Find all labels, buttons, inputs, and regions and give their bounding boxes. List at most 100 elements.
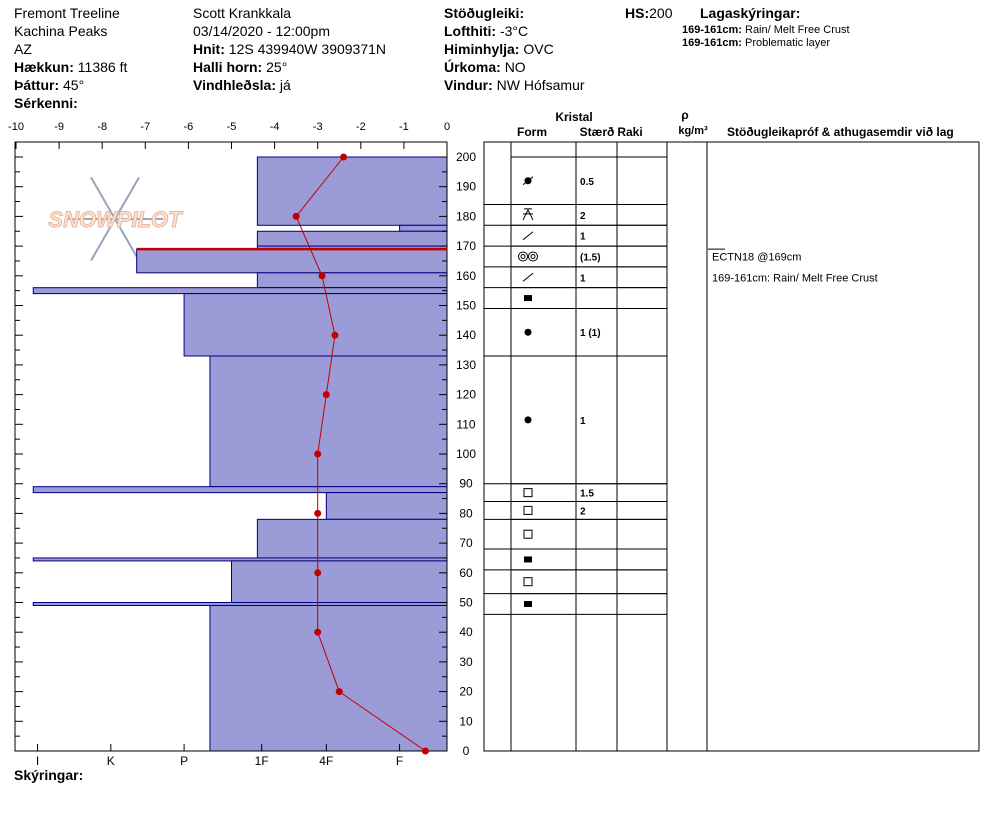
elevation-value: 11386 ft xyxy=(77,59,128,75)
temperature-point xyxy=(314,450,322,458)
layer-size: 1 xyxy=(580,416,586,427)
hardness-layer-bar xyxy=(209,355,448,488)
crystal-form-icon xyxy=(520,253,526,259)
depth-tick-label: 110 xyxy=(456,417,475,431)
snowflake-arm xyxy=(90,176,116,220)
hs-value: 200 xyxy=(649,5,673,21)
temperature-tick-label: -4 xyxy=(270,121,280,133)
wind-loading: Vindhleðsla: já xyxy=(193,77,291,93)
location-name: Fremont Treeline xyxy=(14,5,120,21)
layer-size: 1 xyxy=(580,273,586,284)
temperature-point xyxy=(331,331,339,339)
layer-notes-title: Lagaskýringar: xyxy=(700,5,801,21)
temperature-point xyxy=(421,747,429,755)
depth-tick-label: 120 xyxy=(456,388,476,402)
hardness-layer-bar xyxy=(256,230,448,247)
wind: Vindur: NW Hófsamur xyxy=(444,77,585,93)
snowflake-arm xyxy=(90,218,116,262)
snow-height: HS:200 xyxy=(625,5,672,21)
layer-size: 2 xyxy=(580,211,586,222)
depth-tick-label: 30 xyxy=(459,655,473,669)
layer-size: 1 (1) xyxy=(580,328,601,339)
hardness-axes: -10 -9 -8 -7 -6 -5 -4 -3 -2 -1 0I K P 1F 4F F0102030405… xyxy=(8,121,476,768)
crystal-form-icon xyxy=(522,176,534,186)
observer-name: Scott Krankkala xyxy=(193,5,292,21)
temperature-tick-label: -7 xyxy=(140,121,150,133)
temperature-tick-label: -8 xyxy=(97,121,107,133)
sky-value: OVC xyxy=(523,41,554,57)
state-name: AZ xyxy=(14,41,32,57)
depth-tick-label: 130 xyxy=(456,358,476,372)
depth-tick-label: 20 xyxy=(459,685,473,699)
hs-label: HS: xyxy=(625,5,650,21)
crystal-form-icon xyxy=(524,295,532,302)
temperature-point xyxy=(340,153,348,161)
snowflake-arm xyxy=(114,176,140,220)
layer-table: Kristal Form Stærð Raki ρ kg/m³ Stöðugleikapró… xyxy=(483,108,980,752)
temperature-tick-label: -1 xyxy=(399,121,409,133)
temperature-point xyxy=(314,628,322,636)
wind-loading-value: já xyxy=(279,77,291,93)
watermark-text: SNOWPILOT xyxy=(48,207,183,232)
depth-tick-label: 100 xyxy=(456,447,476,461)
slope-angle: Halli horn: 25° xyxy=(193,59,287,75)
elevation: Hækkun: 11386 ft xyxy=(14,59,127,75)
depth-tick-label: 60 xyxy=(459,566,473,580)
temperature-point xyxy=(314,569,322,577)
temperature-profile xyxy=(292,153,429,755)
layer-note: 169-161cm: Problematic layer xyxy=(682,37,830,50)
table-frame xyxy=(483,141,980,752)
layer-comment: ECTN18 @169cm xyxy=(712,251,801,263)
layer-note: 169-161cm: Rain/ Melt Free Crust xyxy=(682,24,850,37)
slope-label: Halli horn: xyxy=(193,59,263,75)
temperature-point xyxy=(292,212,300,220)
crystal-form-icon xyxy=(522,231,534,241)
crystal-form-icon xyxy=(523,577,533,587)
depth-tick-label: 70 xyxy=(459,536,473,550)
hardness-layer-bar xyxy=(325,492,448,520)
temperature-point xyxy=(318,272,326,280)
moisture-header: Raki xyxy=(617,125,642,139)
temperature-tick-label: -9 xyxy=(54,121,64,133)
hardness-layer-bar xyxy=(209,604,448,752)
crystal-form-icon xyxy=(518,251,528,262)
aspect-label: Þáttur: xyxy=(14,77,60,93)
stability-label: Stöðugleiki: xyxy=(444,5,525,21)
features-label: Sérkenni: xyxy=(14,95,78,111)
crystal-form-icon xyxy=(528,251,538,262)
size-header: Stærð xyxy=(580,125,615,139)
hardness-bars xyxy=(32,156,448,752)
density-symbol: ρ xyxy=(681,108,688,122)
wind-loading-label: Vindhleðsla: xyxy=(193,77,276,93)
hardness-layer-bar xyxy=(399,224,448,232)
layer-size: 1 xyxy=(580,232,586,243)
depth-tick-label: 200 xyxy=(456,150,476,164)
crystal-header: Kristal xyxy=(555,110,592,124)
crystal-form-icon xyxy=(523,529,533,539)
air-temp-value: -3°C xyxy=(499,23,529,39)
hardness-layer-bar xyxy=(256,518,448,559)
crystal-form-icon xyxy=(530,253,536,259)
hardness-tick-label: P xyxy=(180,754,188,768)
hardness-tick-label: 1F xyxy=(255,754,269,768)
hardness-layer-bar xyxy=(256,156,448,226)
layer-comment: 169-161cm: Rain/ Melt Free Crust xyxy=(712,272,878,284)
hardness-tick-label: 4F xyxy=(319,754,333,768)
area-name: Kachina Peaks xyxy=(14,23,108,39)
features: Sérkenni: xyxy=(14,95,78,111)
temperature-tick-label: -2 xyxy=(356,121,366,133)
depth-tick-label: 80 xyxy=(459,506,473,520)
depth-tick-label: 150 xyxy=(456,299,476,313)
layer-size: 2 xyxy=(580,506,586,517)
crystal-form-icon xyxy=(522,272,534,282)
hardness-layer-bar xyxy=(183,293,448,357)
hardness-layer-bar xyxy=(136,248,448,274)
temperature-tick-label: -3 xyxy=(313,121,323,133)
temperature-tick-label: -6 xyxy=(184,121,194,133)
stability: Stöðugleiki: xyxy=(444,5,524,21)
crystal-form-icon xyxy=(524,416,532,424)
layer-size: (1.5) xyxy=(580,252,601,263)
temperature-tick-label: -5 xyxy=(227,121,237,133)
temperature-point xyxy=(322,391,330,399)
